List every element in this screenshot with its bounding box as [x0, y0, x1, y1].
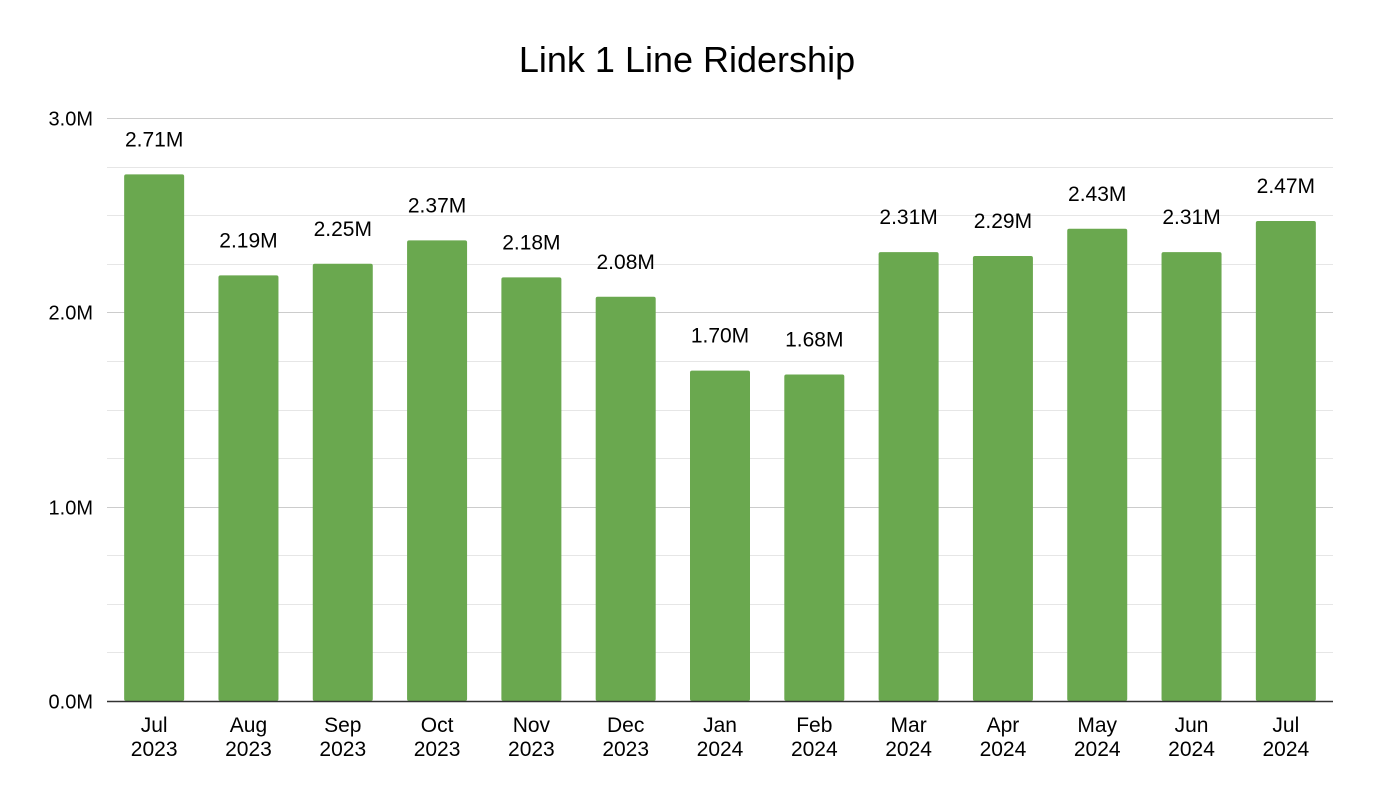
y-axis: 0.0M 1.0M 2.0M 3.0M: [49, 109, 93, 714]
x-tick-year: 2023: [414, 738, 461, 761]
data-label: 2.43M: [1068, 183, 1126, 206]
x-tick-label: Feb 2024: [791, 714, 838, 761]
x-tick-month: Oct: [421, 714, 454, 737]
bar: [1255, 220, 1316, 701]
data-label: 2.18M: [502, 231, 560, 254]
bar: [124, 174, 185, 701]
data-label: 2.29M: [974, 210, 1032, 233]
y-tick-label: 3.0M: [49, 109, 93, 131]
x-tick-label: Sep 2023: [319, 714, 366, 761]
x-tick-month: Jun: [1175, 714, 1209, 737]
data-label: 2.08M: [597, 251, 655, 274]
bar: [1161, 252, 1222, 701]
x-tick-year: 2023: [508, 738, 555, 761]
bar: [878, 252, 939, 701]
x-tick-year: 2024: [1262, 738, 1309, 761]
bar: [218, 275, 279, 701]
y-tick-label: 1.0M: [49, 498, 93, 520]
x-tick-month: Jul: [141, 714, 168, 737]
x-tick-month: Mar: [891, 714, 927, 737]
x-tick-month: Nov: [513, 714, 551, 737]
bar: [595, 296, 656, 701]
data-label: 1.68M: [785, 329, 843, 352]
bar: [312, 263, 373, 701]
x-tick-label: Jul 2023: [131, 714, 178, 761]
data-label: 1.70M: [691, 325, 749, 348]
x-tick-label: Nov 2023: [508, 714, 555, 761]
bar: [972, 255, 1033, 701]
x-tick-year: 2024: [791, 738, 838, 761]
x-tick-label: Jun 2024: [1168, 714, 1215, 761]
x-tick-label: May 2024: [1074, 714, 1121, 761]
x-tick-month: Jan: [703, 714, 737, 737]
x-tick-year: 2024: [885, 738, 932, 761]
data-label: 2.71M: [125, 128, 183, 151]
bar: [690, 370, 750, 701]
x-tick-year: 2023: [602, 738, 649, 761]
x-tick-month: Jul: [1272, 714, 1299, 737]
x-tick-month: Dec: [607, 714, 644, 737]
chart-title: Link 1 Line Ridership: [519, 39, 855, 80]
bar: [501, 277, 562, 701]
data-label: 2.25M: [314, 218, 372, 241]
x-tick-label: Dec 2023: [602, 714, 649, 761]
bar: [1067, 228, 1128, 701]
x-tick-label: Jul 2024: [1262, 714, 1309, 761]
y-tick-label: 0.0M: [49, 692, 93, 714]
bar: [407, 240, 468, 701]
x-tick-month: Apr: [987, 714, 1020, 737]
x-tick-year: 2023: [131, 738, 178, 761]
data-label: 2.31M: [1162, 206, 1220, 229]
data-label: 2.31M: [879, 206, 937, 229]
x-tick-year: 2024: [1074, 738, 1121, 761]
x-tick-year: 2024: [1168, 738, 1215, 761]
y-tick-label: 2.0M: [49, 303, 93, 325]
bars: [124, 174, 1316, 701]
x-tick-label: Aug 2023: [225, 714, 272, 761]
x-tick-year: 2023: [319, 738, 366, 761]
data-label: 2.47M: [1257, 175, 1315, 198]
data-labels: 2.71M 2.19M 2.25M 2.37M 2.18M 2.08M 1.70M 1.68M…: [125, 128, 1315, 351]
data-label: 2.19M: [219, 229, 277, 252]
x-tick-month: May: [1077, 714, 1117, 737]
x-tick-label: Mar 2024: [885, 714, 932, 761]
x-tick-month: Sep: [324, 714, 361, 737]
x-tick-month: Feb: [796, 714, 832, 737]
bar: [784, 374, 845, 701]
x-tick-year: 2024: [697, 738, 744, 761]
data-label: 2.37M: [408, 194, 466, 217]
x-tick-label: Jan 2024: [697, 714, 744, 761]
x-tick-label: Oct 2023: [414, 714, 461, 761]
x-tick-year: 2023: [225, 738, 272, 761]
x-tick-year: 2024: [980, 738, 1027, 761]
x-tick-month: Aug: [230, 714, 267, 737]
x-tick-label: Apr 2024: [980, 714, 1027, 761]
